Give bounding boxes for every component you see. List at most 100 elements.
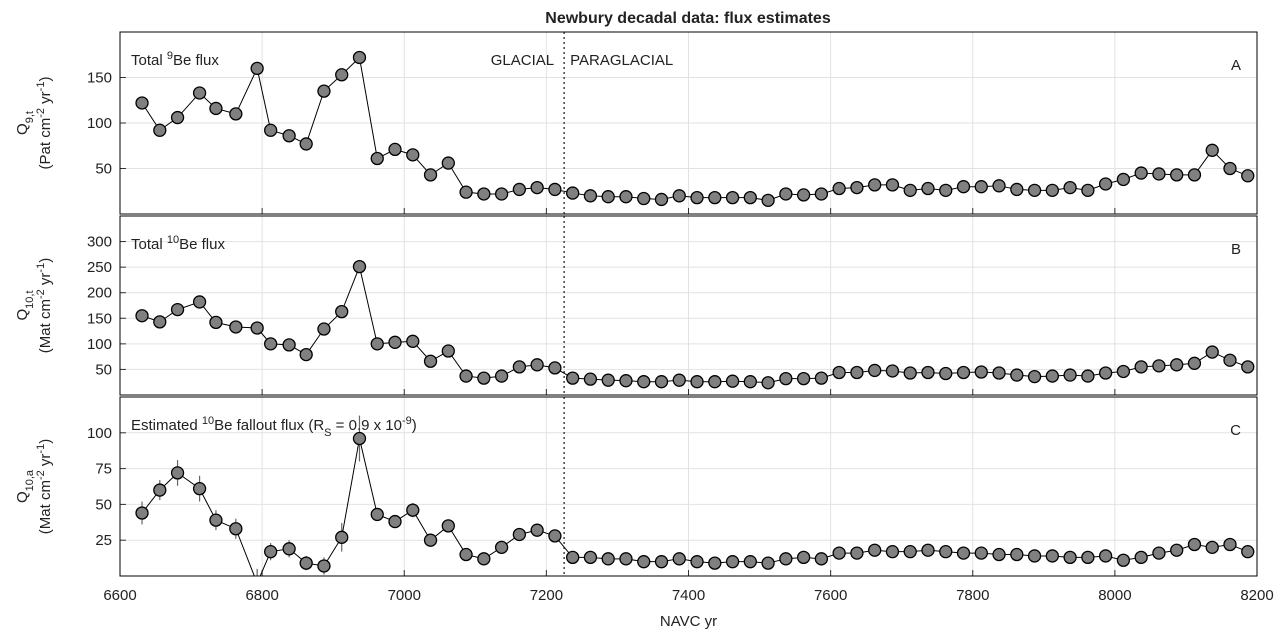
- point: [406, 503, 420, 517]
- text-part: ): [412, 417, 417, 434]
- point: [1205, 345, 1219, 359]
- point: [1223, 161, 1237, 176]
- point: [264, 123, 278, 137]
- point: [170, 110, 185, 125]
- point: [939, 545, 953, 559]
- frame: [119, 215, 1258, 396]
- point: [388, 142, 402, 157]
- x-tick-label: 7000: [388, 587, 421, 604]
- point: [708, 556, 722, 570]
- point: [1170, 543, 1184, 557]
- point: [317, 322, 331, 336]
- point: [1010, 182, 1024, 197]
- point: [1027, 183, 1042, 197]
- point: [814, 371, 829, 385]
- point: [921, 181, 935, 196]
- point: [743, 375, 757, 389]
- chart-title: Newbury decadal data: flux estimates: [545, 10, 831, 27]
- point: [1241, 360, 1255, 374]
- text-part: (Pat cm: [37, 118, 54, 170]
- point: [352, 50, 367, 65]
- point: [601, 373, 615, 387]
- point: [903, 183, 917, 197]
- series: [135, 415, 1255, 576]
- y-units: (Mat cm-2 yr-1): [35, 439, 54, 534]
- text-part: Be flux: [173, 52, 219, 69]
- point: [921, 543, 935, 557]
- y-tick-label: 150: [87, 310, 112, 327]
- point: [370, 337, 384, 351]
- point: [494, 369, 509, 383]
- y-tick-label: 75: [95, 461, 112, 478]
- point: [885, 178, 900, 192]
- point: [250, 321, 264, 335]
- x-tick-label: 6600: [103, 587, 136, 604]
- point: [779, 552, 793, 566]
- text-part: Q: [14, 123, 31, 135]
- y-tick-label: 300: [87, 234, 112, 251]
- point: [1098, 549, 1113, 563]
- point: [1098, 366, 1113, 380]
- text-part: 9: [167, 50, 173, 62]
- text-part: Total: [131, 52, 167, 69]
- text-part: -1: [35, 82, 47, 92]
- point: [1010, 368, 1024, 382]
- point: [796, 550, 811, 565]
- point: [406, 334, 420, 348]
- text-part: Q: [14, 491, 31, 503]
- text-part: 10,t: [24, 290, 36, 308]
- point: [1205, 143, 1219, 157]
- point: [637, 191, 651, 206]
- y-units: (Pat cm-2 yr-1): [35, 77, 54, 170]
- point: [494, 187, 509, 201]
- point: [1187, 356, 1202, 370]
- point: [654, 192, 669, 207]
- point: [1045, 549, 1059, 563]
- point: [1152, 546, 1166, 560]
- text-part: -9: [402, 415, 412, 427]
- point: [1081, 550, 1095, 565]
- point: [1045, 369, 1059, 383]
- point: [690, 190, 704, 205]
- series: [135, 50, 1255, 208]
- point: [939, 183, 953, 197]
- point: [299, 137, 313, 151]
- point: [548, 361, 562, 375]
- point: [1027, 369, 1042, 384]
- point: [850, 180, 864, 195]
- point: [135, 506, 149, 520]
- point: [548, 529, 562, 543]
- point: [423, 354, 438, 368]
- point: [868, 178, 882, 192]
- point: [1170, 168, 1184, 182]
- point: [761, 193, 775, 208]
- point: [779, 187, 793, 201]
- point: [192, 295, 207, 309]
- y-units: (Mat cm-2 yr-1): [35, 258, 54, 353]
- point: [477, 371, 491, 385]
- point: [974, 365, 988, 379]
- point: [725, 374, 740, 388]
- region-label: PARAGLACIAL: [570, 52, 673, 69]
- text-part: -1: [35, 444, 47, 454]
- x-tick-label: 7200: [530, 587, 563, 604]
- point: [1116, 553, 1131, 567]
- point: [583, 550, 598, 565]
- point: [317, 559, 331, 573]
- text-part: = 0.9 x 10: [332, 417, 402, 434]
- point: [352, 431, 367, 446]
- point: [672, 189, 686, 203]
- point: [530, 180, 544, 195]
- y-tick-label: 100: [87, 115, 112, 132]
- point: [654, 555, 669, 569]
- point: [441, 344, 455, 358]
- point: [779, 371, 793, 386]
- point: [153, 123, 167, 137]
- point: [548, 182, 562, 197]
- point: [153, 483, 167, 497]
- text-part: -1: [35, 263, 47, 273]
- point: [423, 533, 438, 547]
- text-part: Estimated: [131, 417, 202, 434]
- annotation: Total 10Be flux: [131, 234, 225, 253]
